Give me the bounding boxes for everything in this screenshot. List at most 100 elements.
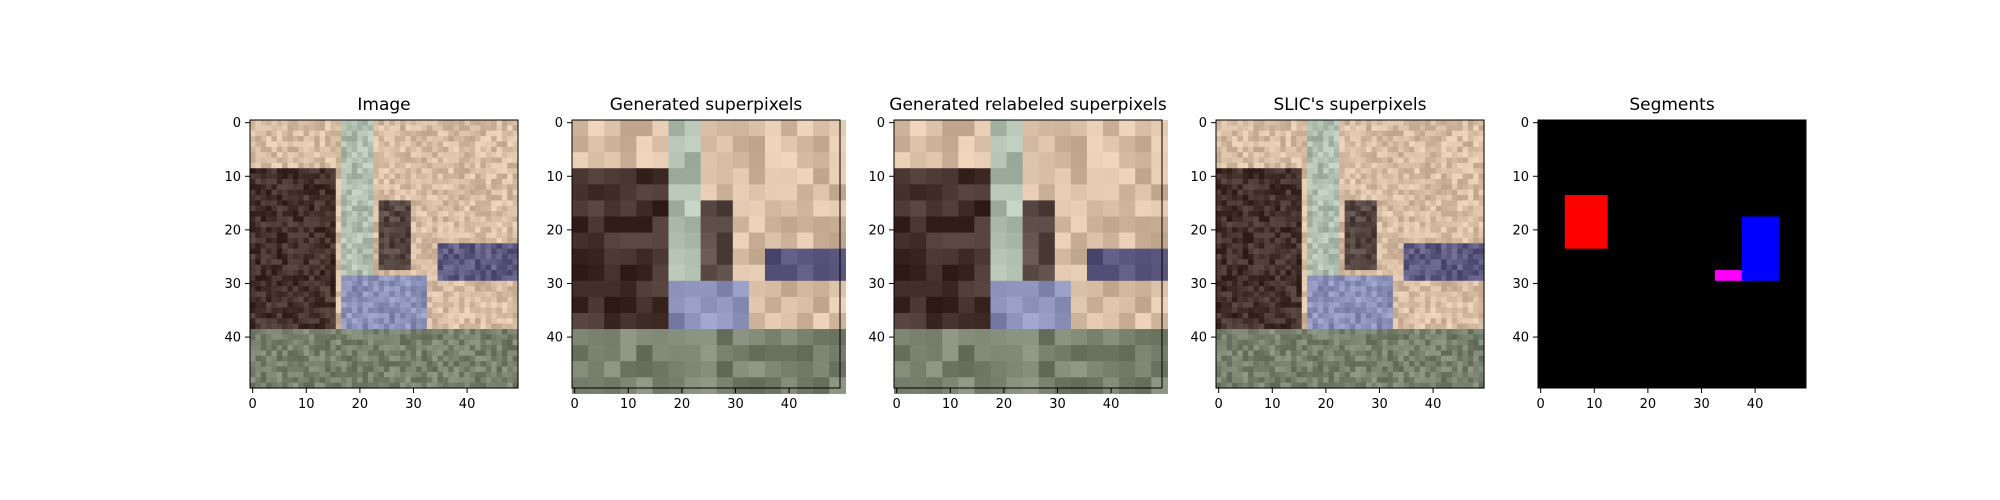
pixel — [1371, 312, 1378, 319]
pixel — [1135, 345, 1152, 362]
pixel — [491, 366, 498, 373]
pixel — [1398, 237, 1405, 244]
pixel — [1344, 248, 1351, 255]
pixel — [464, 130, 471, 137]
pixel — [394, 211, 401, 218]
pixel — [378, 339, 385, 346]
pixel — [1328, 221, 1335, 228]
pixel — [475, 259, 482, 266]
pixel — [1307, 254, 1314, 260]
pixel — [512, 120, 519, 126]
pixel — [496, 189, 503, 196]
pixel — [459, 146, 465, 153]
pixel — [319, 280, 326, 287]
pixel — [1258, 296, 1265, 303]
pixel — [335, 243, 342, 250]
pixel — [604, 152, 621, 169]
pixel — [1328, 302, 1335, 309]
pixel — [1398, 270, 1405, 277]
pixel — [1226, 248, 1233, 255]
pixel — [1419, 286, 1426, 293]
pixel — [1473, 275, 1480, 282]
pixel — [389, 259, 396, 266]
pixel — [378, 232, 385, 239]
pixel — [1221, 211, 1228, 218]
pixel — [373, 120, 380, 126]
pixel — [1333, 270, 1340, 277]
pixel — [1457, 259, 1464, 266]
pixel — [1258, 254, 1265, 260]
pixel — [384, 291, 390, 298]
pixel — [325, 130, 331, 137]
pixel — [303, 205, 310, 212]
pixel — [250, 120, 256, 126]
pixel — [1248, 125, 1255, 132]
pixel — [1323, 286, 1330, 293]
pixel — [1264, 211, 1271, 218]
pixel — [1221, 146, 1228, 153]
pixel — [485, 125, 492, 132]
pixel — [1333, 254, 1340, 260]
pixel — [1467, 280, 1474, 287]
pixel — [292, 355, 299, 362]
pixel — [1435, 221, 1442, 228]
pixel — [491, 382, 498, 389]
pixel — [491, 232, 498, 239]
pixel — [303, 189, 310, 196]
pixel — [512, 221, 519, 228]
pixel — [974, 312, 992, 330]
pixel — [260, 329, 267, 335]
pixel — [1221, 296, 1228, 303]
pixel — [271, 136, 278, 143]
pixel — [255, 264, 262, 271]
pixel — [453, 248, 460, 255]
pixel — [1441, 248, 1448, 255]
pixel — [1419, 120, 1426, 126]
pixel — [469, 355, 476, 362]
pixel — [1425, 130, 1431, 137]
pixel — [1457, 200, 1464, 207]
pixel — [314, 248, 321, 255]
pixel — [453, 157, 460, 164]
pixel — [282, 168, 289, 175]
pixel — [1054, 361, 1072, 378]
x-tick-label: 0 — [571, 397, 579, 412]
pixel — [1280, 178, 1287, 185]
pixel — [287, 237, 294, 244]
pixel — [325, 361, 331, 368]
pixel — [1312, 152, 1319, 159]
pixel — [1414, 200, 1421, 207]
pixel — [1328, 275, 1335, 282]
pixel — [1221, 302, 1228, 309]
pixel — [346, 355, 353, 362]
pixel — [1269, 195, 1276, 201]
pixel — [1355, 136, 1362, 143]
pixel — [1350, 243, 1356, 250]
pixel — [1285, 173, 1292, 180]
pixel — [448, 184, 455, 191]
pixel — [260, 168, 267, 175]
pixel — [459, 355, 465, 362]
pixel — [335, 146, 342, 153]
pixel — [1350, 200, 1356, 207]
pixel — [1446, 184, 1453, 191]
pixel — [1328, 120, 1335, 126]
pixel — [1291, 120, 1297, 126]
pixel — [250, 270, 256, 277]
pixel — [410, 296, 417, 303]
pixel — [298, 189, 305, 196]
pixel — [367, 329, 374, 335]
pixel — [384, 152, 390, 159]
pixel — [1086, 280, 1104, 298]
pixel — [512, 382, 519, 389]
pixel — [1274, 254, 1281, 260]
pixel — [1232, 280, 1239, 287]
pixel — [501, 334, 508, 341]
pixel — [501, 259, 508, 266]
pixel — [1226, 312, 1233, 319]
pixel — [797, 120, 814, 137]
pixel — [378, 195, 385, 201]
y-tick-label: 40 — [224, 331, 241, 346]
pixel — [1333, 237, 1340, 244]
pixel — [351, 205, 358, 212]
